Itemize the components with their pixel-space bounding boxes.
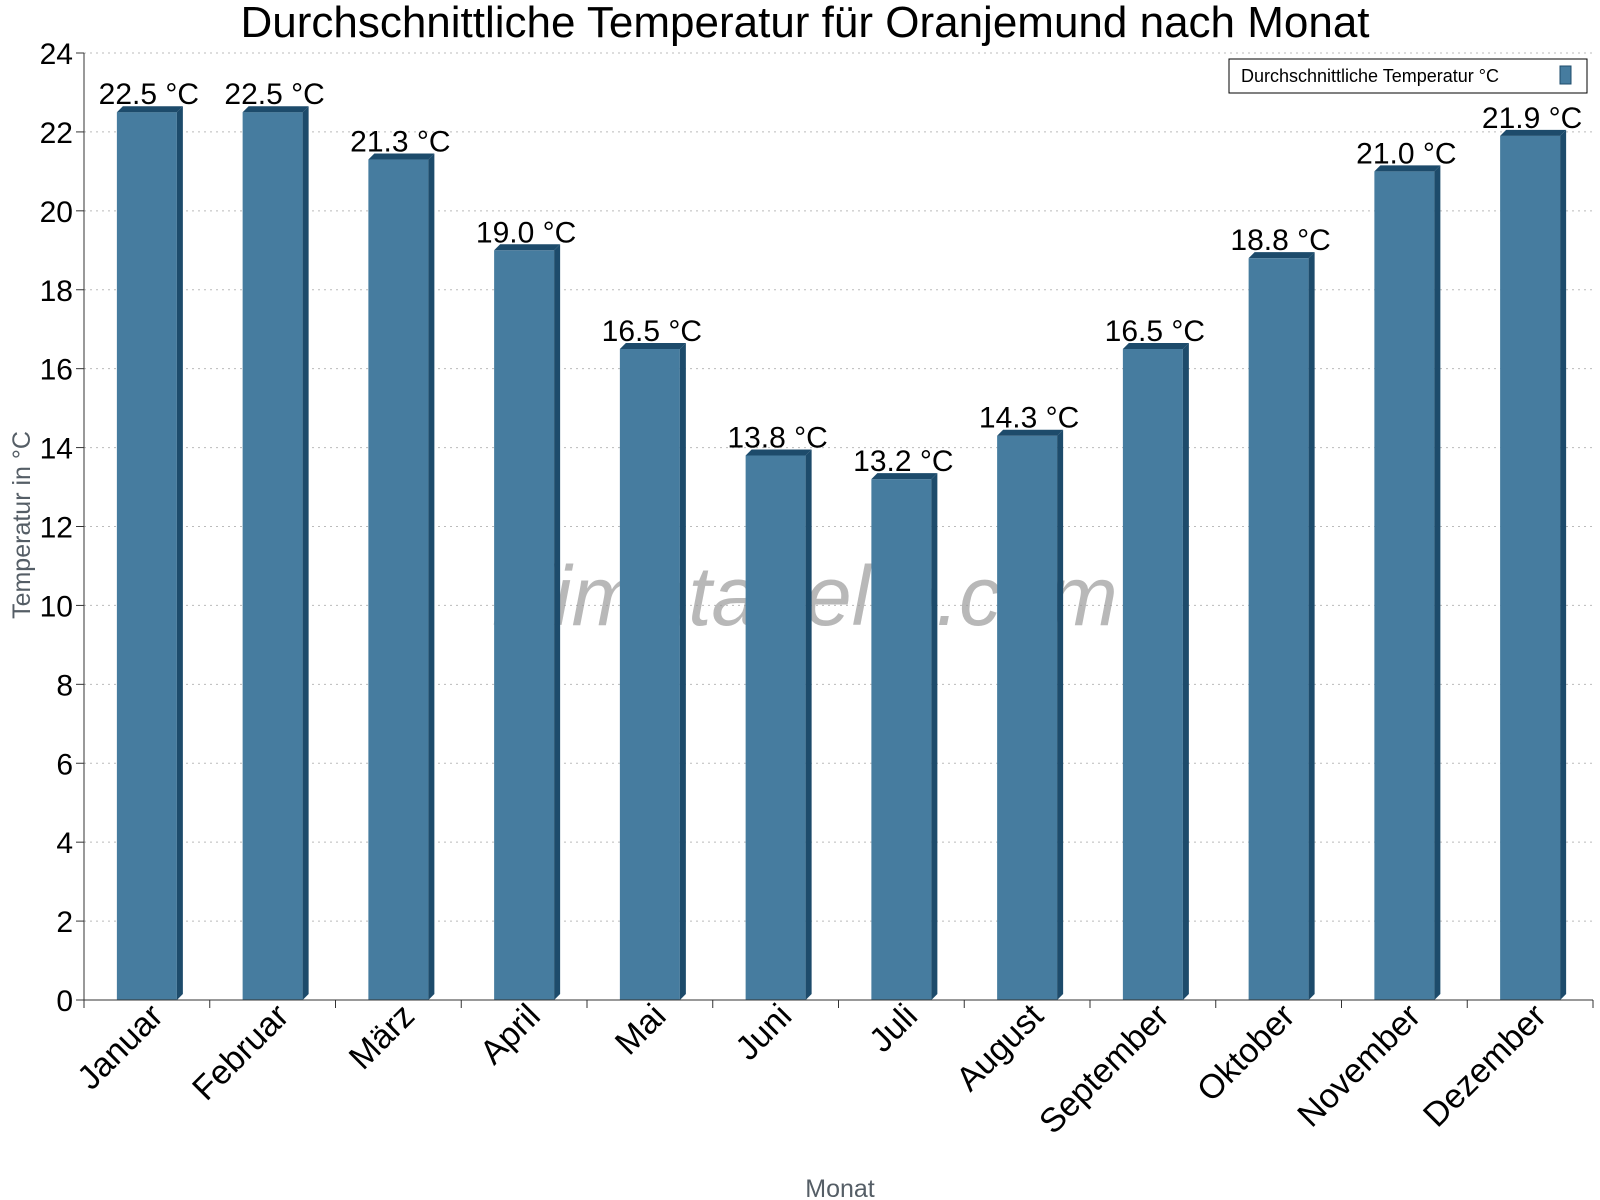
y-tick-label: 18 [40, 275, 73, 308]
y-tick-label: 20 [40, 196, 73, 229]
y-tick-label: 24 [40, 38, 73, 71]
bar-top [1248, 252, 1315, 259]
x-tick-labels: Januar Februar März April Mai Juni Juli AugustS… [70, 996, 1554, 1141]
y-axis-title: Temperatur in °C [8, 431, 36, 619]
y-tick-label: 10 [40, 590, 73, 623]
x-tick-label: November [1290, 997, 1428, 1135]
value-label: 21.9 °C [1482, 102, 1582, 135]
bar [1122, 348, 1183, 1000]
chart-title: Durchschnittliche Temperatur für Oranjem… [240, 0, 1369, 47]
x-tick-label: Dezember [1416, 997, 1554, 1135]
legend-box [1228, 58, 1588, 94]
value-label: 14.3 °C [979, 402, 1079, 435]
y-tick-label: 0 [56, 985, 73, 1018]
bar-side [1434, 165, 1441, 1000]
x-tick-label: Februar [185, 997, 296, 1108]
bar [1248, 258, 1309, 1000]
y-tick-label: 22 [40, 117, 73, 150]
y-tick-label: 2 [56, 906, 73, 939]
value-label: 13.2 °C [853, 445, 953, 478]
legend-label: Durchschnittliche Temperatur °C [1241, 66, 1499, 86]
x-tick-label: September [1032, 997, 1176, 1141]
bar-top [1500, 129, 1567, 136]
value-label: 21.0 °C [1356, 137, 1456, 170]
bar-side [1057, 429, 1064, 1000]
bar-side [805, 449, 812, 1001]
x-tick-label: Januar [70, 997, 170, 1097]
bar-top [997, 429, 1064, 436]
bars [116, 106, 1567, 1001]
bar [745, 455, 806, 1001]
x-tick-label: Oktober [1190, 997, 1302, 1109]
value-label: 19.0 °C [476, 216, 576, 249]
legend-swatch [1559, 65, 1572, 85]
bar-top [1374, 165, 1441, 172]
bar-top [745, 449, 812, 456]
x-tick-label: August [949, 996, 1051, 1098]
axes [76, 52, 1594, 1008]
grid-lines [84, 52, 1593, 922]
bar [1374, 171, 1435, 1000]
bar [997, 435, 1058, 1000]
x-tick-label: Juli [862, 997, 925, 1060]
value-labels: 22.5 °C 22.5 °C 21.3 °C 19.0 °C 16.5 °C 13.8 … [99, 78, 1583, 478]
bar-side [302, 106, 309, 1000]
bar-top [242, 106, 309, 113]
bar-side [1308, 252, 1315, 1000]
bar-side [679, 342, 686, 1000]
y-tick-label: 8 [56, 669, 73, 702]
x-tick-label: Juni [728, 997, 799, 1068]
bar-top [619, 342, 686, 349]
value-label: 22.5 °C [99, 78, 199, 111]
bar-side [1560, 129, 1567, 1001]
bar [619, 348, 680, 1000]
bar-top [116, 106, 183, 113]
y-tick-label: 6 [56, 748, 73, 781]
value-label: 13.8 °C [727, 421, 827, 454]
y-tick-label: 4 [56, 827, 73, 860]
bar-top [368, 153, 435, 160]
x-tick-label: März [342, 997, 422, 1077]
bar-top [494, 244, 561, 251]
x-axis-title: Monat [805, 1175, 875, 1200]
bar-side [176, 106, 183, 1000]
bar-top [871, 473, 938, 480]
bar [494, 250, 555, 1000]
bar [116, 112, 177, 1000]
bar-side [1182, 342, 1189, 1000]
bar-side [931, 473, 938, 1000]
y-tick-label: 14 [40, 433, 73, 466]
value-label: 16.5 °C [1105, 315, 1205, 348]
bar [368, 159, 429, 1001]
x-tick-label: April [473, 997, 548, 1072]
bar [1500, 135, 1561, 1001]
bar-side [554, 244, 561, 1000]
y-tick-label: 16 [40, 354, 73, 387]
bar-side [428, 153, 435, 1001]
bar [871, 479, 932, 1000]
value-label: 16.5 °C [602, 315, 702, 348]
x-tick-label: Mai [608, 997, 674, 1063]
value-label: 22.5 °C [224, 78, 324, 111]
value-label: 21.3 °C [350, 126, 450, 159]
value-label: 18.8 °C [1230, 224, 1330, 257]
y-tick-label: 12 [40, 512, 73, 545]
bar [242, 112, 303, 1000]
bar-top [1122, 342, 1189, 349]
legend: Durchschnittliche Temperatur °C [1228, 58, 1588, 94]
